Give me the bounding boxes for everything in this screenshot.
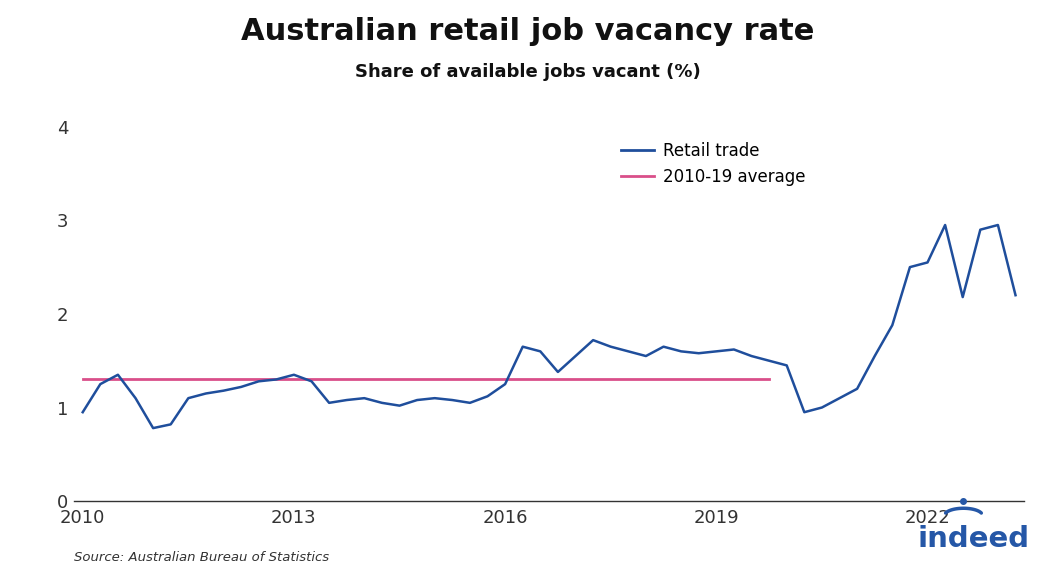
Text: Share of available jobs vacant (%): Share of available jobs vacant (%) [355, 63, 701, 81]
Text: Source: Australian Bureau of Statistics: Source: Australian Bureau of Statistics [74, 551, 329, 564]
Text: indeed: indeed [918, 525, 1030, 553]
Legend: Retail trade, 2010-19 average: Retail trade, 2010-19 average [615, 135, 812, 193]
Text: Australian retail job vacancy rate: Australian retail job vacancy rate [242, 17, 814, 46]
